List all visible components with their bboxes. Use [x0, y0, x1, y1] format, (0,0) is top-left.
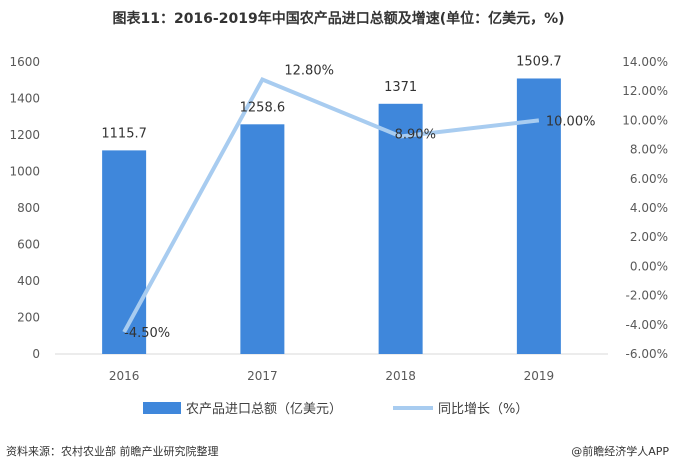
x-tick-label: 2016: [109, 369, 140, 383]
bar-value-label: 1509.7: [516, 54, 562, 69]
y-left-tick-label: 200: [17, 311, 40, 325]
x-tick-label: 2017: [247, 369, 278, 383]
y-right-tick-label: -4.00%: [626, 318, 668, 332]
y-left-tick-label: 800: [17, 201, 40, 215]
source-note: 资料来源：农村农业部 前瞻产业研究院整理: [6, 445, 219, 458]
growth-polyline: [122, 76, 540, 334]
y-left-tick-label: 1200: [9, 128, 40, 142]
growth-line: [122, 76, 540, 334]
data-labels: 1115.7 1258.6 1371 1509.7 -4.50% 12.80% 8.90% 1…: [101, 54, 595, 341]
credit-note: @前瞻经济学人APP: [571, 445, 669, 458]
y-left-tick-label: 1600: [9, 55, 40, 69]
bars: [102, 78, 561, 355]
y-right-tick-label: 8.00%: [630, 143, 668, 157]
bar-value-label: 1258.6: [240, 100, 286, 115]
x-tick-label: 2019: [524, 369, 555, 383]
y-right-tick-label: -2.00%: [626, 289, 668, 303]
y-left-tick-label: 600: [17, 238, 40, 252]
bar-2017: [240, 124, 285, 354]
y-left-tick-label: 0: [32, 347, 40, 361]
bar-2016: [102, 150, 147, 354]
x-tick-label: 2018: [385, 369, 416, 383]
growth-value-label: 12.80%: [284, 64, 334, 79]
bar-2019: [516, 78, 561, 355]
y-left-tick-label: 400: [17, 274, 40, 288]
growth-value-label: 10.00%: [546, 114, 596, 129]
bar-value-label: 1371: [384, 80, 417, 95]
y-right-tick-label: 12.00%: [622, 84, 668, 98]
chart-title: 图表11：2016-2019年中国农产品进口总额及增速(单位：亿美元，%): [112, 11, 565, 27]
y-right-tick-label: 4.00%: [630, 201, 668, 215]
y-right-tick-label: 14.00%: [622, 55, 668, 69]
growth-value-label: 8.90%: [395, 127, 436, 142]
legend-label-line: 同比增长（%）: [438, 402, 528, 417]
y-left-tick-label: 1000: [9, 165, 40, 179]
growth-value-label: -4.50%: [124, 326, 170, 341]
y-right-tick-label: -6.00%: [626, 347, 668, 361]
y-right-tick-label: 6.00%: [630, 172, 668, 186]
y-right-tick-label: 0.00%: [630, 259, 668, 273]
legend-swatch-bar: [143, 402, 181, 414]
legend: 农产品进口总额（亿美元） 同比增长（%）: [143, 402, 528, 417]
y-left-tick-label: 1400: [9, 92, 40, 106]
axes: 2016 2017 2018 2019 0 200 400 600 800 1000 1200 140…: [9, 55, 668, 383]
bar-2018: [378, 103, 423, 354]
y-right-tick-label: 2.00%: [630, 230, 668, 244]
y-right-tick-label: 10.00%: [622, 113, 668, 127]
bar-value-label: 1115.7: [101, 126, 147, 141]
legend-label-bar: 农产品进口总额（亿美元）: [186, 402, 342, 417]
